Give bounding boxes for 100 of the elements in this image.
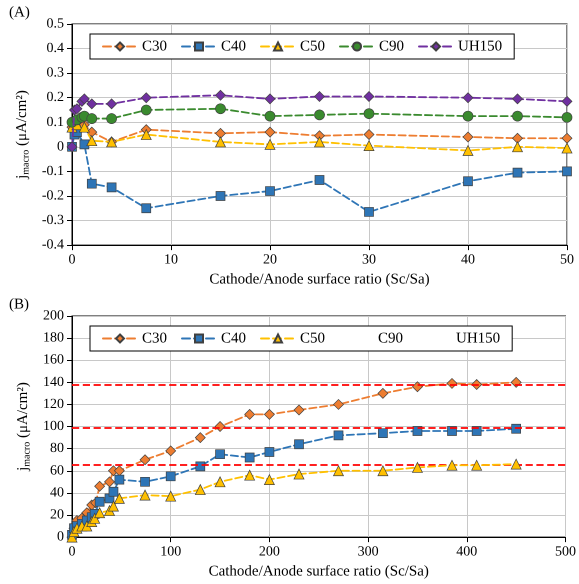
point (79, 94, 90, 104)
y-tick-label: 60 (50, 463, 64, 478)
chart-title: (B) (9, 296, 29, 312)
point (108, 486, 118, 497)
point (140, 476, 150, 487)
point (471, 460, 482, 471)
point (216, 191, 226, 201)
point (114, 474, 124, 484)
point (140, 92, 152, 104)
point (314, 110, 325, 120)
point (86, 178, 97, 189)
point (194, 432, 206, 443)
point (264, 110, 276, 122)
point (94, 480, 105, 492)
legend-label: C30 (142, 330, 168, 346)
x-tick-label: 50 (560, 252, 574, 268)
point (364, 108, 374, 120)
y-tick-label: 0.5 (46, 16, 64, 32)
point (378, 465, 388, 476)
point (562, 112, 572, 123)
point (264, 94, 276, 104)
x-tick-label: 500 (555, 544, 576, 560)
y-tick-label: 40 (50, 485, 64, 500)
point (463, 176, 473, 186)
legend-label: UH150 (458, 38, 502, 54)
point (215, 90, 226, 101)
point (462, 92, 474, 104)
y-tick-label: 0.4 (46, 41, 64, 56)
point (141, 203, 152, 214)
text: UH150 (456, 330, 500, 346)
x-tick-label: 100 (160, 544, 182, 560)
y-tick-label: -0.4 (42, 238, 64, 253)
point (114, 493, 125, 504)
point (215, 136, 226, 148)
legend-label: C90 (379, 38, 404, 54)
point (364, 140, 374, 151)
point (364, 129, 374, 140)
x-tick-label: 300 (358, 544, 379, 560)
y-tick-label: -0.1 (42, 164, 64, 179)
point (378, 428, 388, 438)
point (364, 207, 374, 217)
y-tick-label: 0.1 (46, 114, 64, 130)
point (244, 452, 255, 462)
point (294, 404, 304, 416)
legend-label: C50 (300, 38, 326, 54)
y-tick-label: 20 (50, 507, 64, 522)
point (510, 458, 522, 470)
point (215, 103, 226, 114)
point (333, 465, 344, 476)
point (412, 462, 423, 473)
y-tick-label: 160 (43, 352, 64, 368)
y-tick-label: 180 (43, 330, 64, 346)
point (140, 129, 152, 140)
y-tick-label: 200 (43, 308, 64, 324)
point (378, 388, 388, 399)
point (106, 98, 117, 110)
y-axis-title: jmacro (μA/cm²) (15, 382, 32, 472)
point (86, 135, 98, 146)
y-axis-title: jmacro (μA/cm²) (14, 90, 32, 180)
point (562, 166, 572, 176)
point (512, 132, 523, 144)
point (166, 471, 176, 482)
point (334, 430, 344, 440)
point (333, 399, 344, 410)
y-tick-label: 0.3 (46, 66, 64, 81)
point (314, 175, 324, 185)
point (104, 476, 115, 488)
point (165, 490, 176, 502)
y-tick-label: 120 (43, 396, 64, 412)
y-tick-label: 80 (50, 441, 64, 456)
point (94, 496, 104, 507)
point (215, 449, 225, 460)
point (512, 94, 523, 104)
point (106, 113, 117, 124)
x-tick-label: 40 (461, 252, 475, 268)
point (462, 132, 474, 142)
y-tick-label: 100 (43, 419, 64, 434)
x-axis-title: Cathode/Anode surface ratio (Sc/Sa) (209, 272, 430, 288)
point (165, 446, 176, 456)
chart-title: (A) (9, 4, 30, 20)
point (72, 103, 82, 114)
point (108, 500, 119, 512)
x-tick-label: 0 (68, 252, 76, 268)
point (265, 186, 275, 196)
legend-label: C40 (221, 38, 246, 54)
text: C90 (378, 330, 404, 346)
point (294, 439, 304, 450)
point (314, 136, 325, 148)
point (140, 454, 150, 466)
point (264, 126, 276, 138)
legend-label: C40 (221, 330, 246, 346)
point (194, 484, 206, 495)
point (446, 460, 458, 471)
x-tick-label: 10 (164, 252, 178, 268)
point (86, 98, 98, 110)
y-tick-label: 140 (43, 374, 64, 390)
x-tick-label: 200 (258, 544, 280, 560)
point (94, 507, 105, 518)
x-tick-label: 400 (456, 544, 478, 560)
point (462, 145, 474, 156)
